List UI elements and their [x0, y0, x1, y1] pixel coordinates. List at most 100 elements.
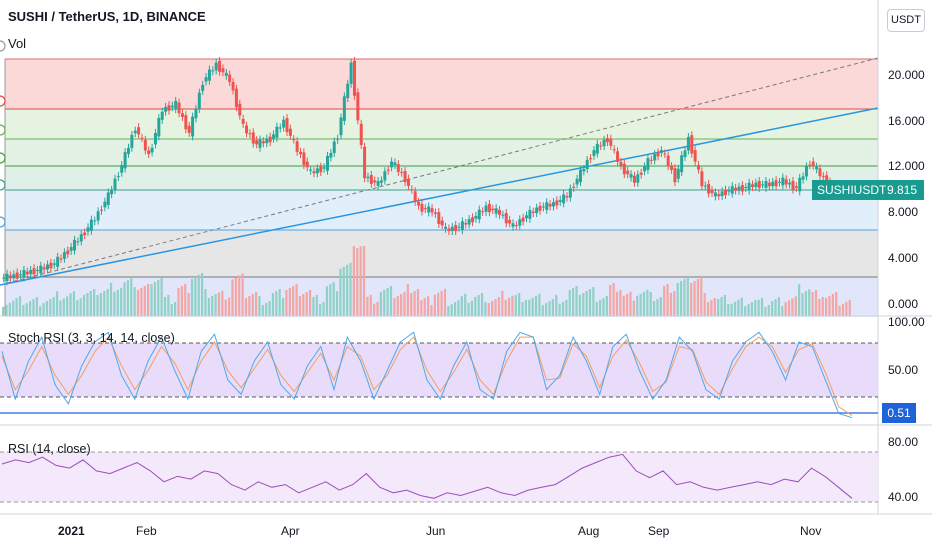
volume-bar — [416, 289, 420, 316]
volume-bar — [99, 293, 103, 316]
candle-body — [639, 172, 643, 175]
volume-bar — [268, 301, 271, 316]
candle-body — [86, 227, 90, 232]
candle-body — [457, 226, 461, 228]
candle-body — [197, 92, 201, 109]
volume-bar — [174, 302, 177, 316]
volume-bar — [433, 294, 436, 316]
candle-body — [693, 150, 697, 162]
volume-bar — [224, 299, 227, 316]
candle-body — [170, 105, 174, 108]
volume-bar — [298, 296, 302, 316]
candle-body — [110, 189, 114, 195]
volume-bar — [652, 301, 656, 316]
candle-body — [356, 92, 360, 121]
candle-body — [339, 117, 343, 136]
volume-bar — [93, 289, 96, 316]
volume-label: Vol — [8, 36, 27, 51]
candle-body — [96, 211, 100, 221]
candle-body — [454, 225, 458, 232]
candle-body — [218, 60, 222, 72]
candle-body — [582, 168, 586, 172]
volume-bar — [356, 248, 359, 316]
candle-body — [187, 125, 191, 133]
candle-body — [349, 62, 353, 84]
candle-body — [285, 118, 289, 133]
currency-button[interactable]: USDT — [887, 9, 925, 32]
volume-bar — [548, 301, 551, 316]
volume-bar — [184, 284, 187, 316]
volume-bar — [717, 299, 720, 316]
volume-bar — [622, 295, 625, 316]
candle-body — [184, 115, 188, 130]
price-axis-label: 20.000 — [888, 67, 925, 82]
volume-bar — [315, 295, 318, 316]
candle-body — [622, 163, 626, 175]
candle-body — [5, 273, 9, 282]
volume-bar — [69, 293, 72, 316]
volume-bar — [538, 293, 541, 316]
volume-bar — [261, 305, 264, 316]
candle-body — [39, 265, 43, 274]
candle-body — [713, 192, 717, 197]
volume-bar — [592, 287, 595, 316]
volume-bar — [275, 291, 278, 316]
candle-body — [248, 133, 252, 135]
candle-body — [352, 60, 356, 96]
volume-bar — [507, 297, 511, 316]
volume-bar — [76, 300, 79, 316]
candle-body — [801, 176, 805, 180]
candle-body — [214, 62, 218, 71]
candle-body — [19, 274, 23, 276]
volume-bar — [383, 290, 386, 316]
volume-bar — [501, 290, 504, 316]
candle-body — [29, 269, 33, 275]
volume-bar — [825, 298, 828, 316]
candle-body — [629, 174, 633, 178]
volume-bar — [690, 283, 693, 316]
volume-bar — [396, 296, 399, 316]
candle-body — [777, 181, 781, 183]
candle-body — [342, 96, 346, 121]
price-tag-value: 9.815 — [886, 183, 917, 197]
volume-bar — [393, 298, 396, 316]
volume-bar — [528, 299, 531, 316]
candle-body — [113, 178, 117, 190]
volume-bar — [555, 294, 558, 316]
candle-body — [589, 158, 593, 160]
candle-body — [670, 166, 674, 170]
volume-bar — [147, 284, 150, 316]
volume-bar — [669, 293, 673, 316]
volume-bar — [22, 305, 25, 316]
volume-bar — [8, 302, 11, 316]
volume-bar — [609, 285, 612, 316]
price-tag-symbol: SUSHIUSDT — [817, 183, 887, 197]
volume-bar — [285, 290, 288, 316]
rsi-axis-label: 40.00 — [888, 490, 919, 505]
volume-bar — [143, 286, 146, 316]
candle-body — [487, 203, 491, 213]
volume-bar — [811, 292, 814, 316]
candle-body — [413, 191, 417, 202]
volume-bar — [342, 266, 345, 316]
candle-body — [717, 194, 721, 197]
candle-body — [666, 155, 670, 167]
candle-body — [393, 162, 397, 165]
volume-bar — [605, 296, 608, 316]
volume-bar — [480, 293, 484, 316]
candle-body — [508, 219, 512, 224]
candle-body — [548, 203, 552, 207]
volume-bar — [194, 277, 197, 316]
candle-body — [42, 267, 46, 270]
volume-bar — [747, 304, 750, 316]
volume-bar — [798, 284, 801, 316]
price-axis-label: 12.000 — [888, 159, 925, 174]
volume-bar — [254, 292, 258, 316]
candle-body — [636, 174, 640, 183]
volume-bar — [804, 291, 807, 316]
volume-bar — [781, 306, 784, 316]
volume-bar — [764, 307, 767, 316]
volume-bar — [369, 294, 372, 316]
volume-bar — [376, 301, 379, 316]
volume-bar — [585, 291, 588, 316]
